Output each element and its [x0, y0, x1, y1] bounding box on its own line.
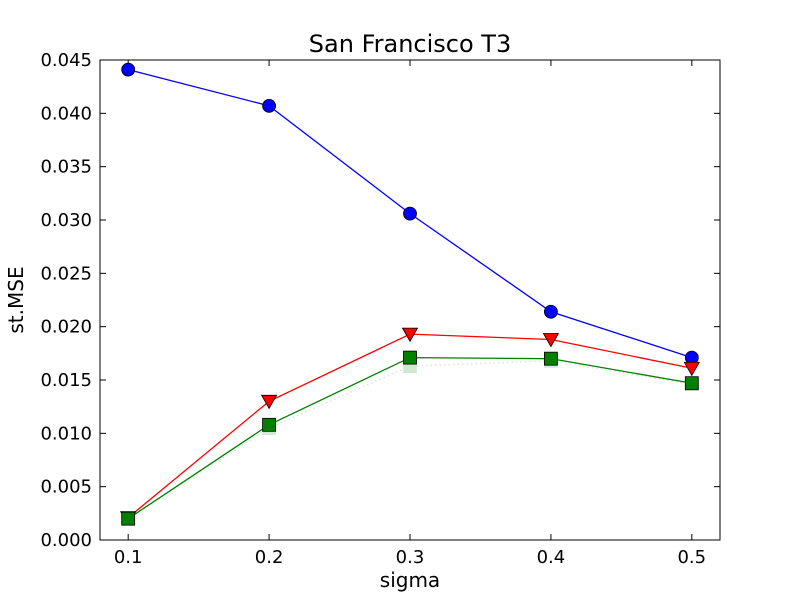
y-tick-label: 0.005 — [40, 477, 92, 498]
y-tick-label: 0.000 — [40, 530, 92, 551]
series-2-point — [544, 351, 558, 366]
y-tick-label: 0.035 — [40, 157, 92, 178]
series-2-point — [262, 417, 276, 432]
series-1-point — [542, 333, 560, 348]
series-0-point — [121, 62, 136, 77]
x-axis-label: sigma — [380, 568, 440, 592]
series-0-point — [544, 304, 558, 319]
x-tick-label: 0.3 — [396, 547, 425, 568]
y-axis-label: st.MSE — [4, 266, 28, 333]
series-2-point — [403, 350, 417, 365]
y-tick-label: 0.020 — [40, 317, 92, 338]
x-tick-label: 0.2 — [255, 547, 284, 568]
series-1-point — [260, 394, 278, 410]
plot-frame — [99, 59, 721, 541]
series-0-point — [403, 206, 417, 221]
series-1-point — [401, 327, 419, 343]
y-tick-label: 0.030 — [40, 210, 92, 231]
x-tick-label: 0.4 — [537, 547, 566, 568]
x-tick-label: 0.1 — [114, 547, 143, 568]
x-tick-label: 0.5 — [677, 547, 706, 568]
series-2-point — [684, 376, 699, 391]
series-1-point — [683, 361, 701, 377]
y-tick-label: 0.015 — [40, 370, 92, 391]
chart-title: San Francisco T3 — [309, 30, 511, 58]
series-3-line — [127, 360, 692, 520]
series-2-line — [127, 356, 692, 520]
y-tick-label: 0.040 — [40, 103, 92, 124]
series-2-point — [121, 511, 136, 526]
series-0-point — [262, 98, 276, 113]
y-tick-label: 0.025 — [40, 263, 92, 284]
y-tick-label: 0.045 — [40, 50, 92, 71]
y-tick-label: 0.010 — [40, 423, 92, 444]
